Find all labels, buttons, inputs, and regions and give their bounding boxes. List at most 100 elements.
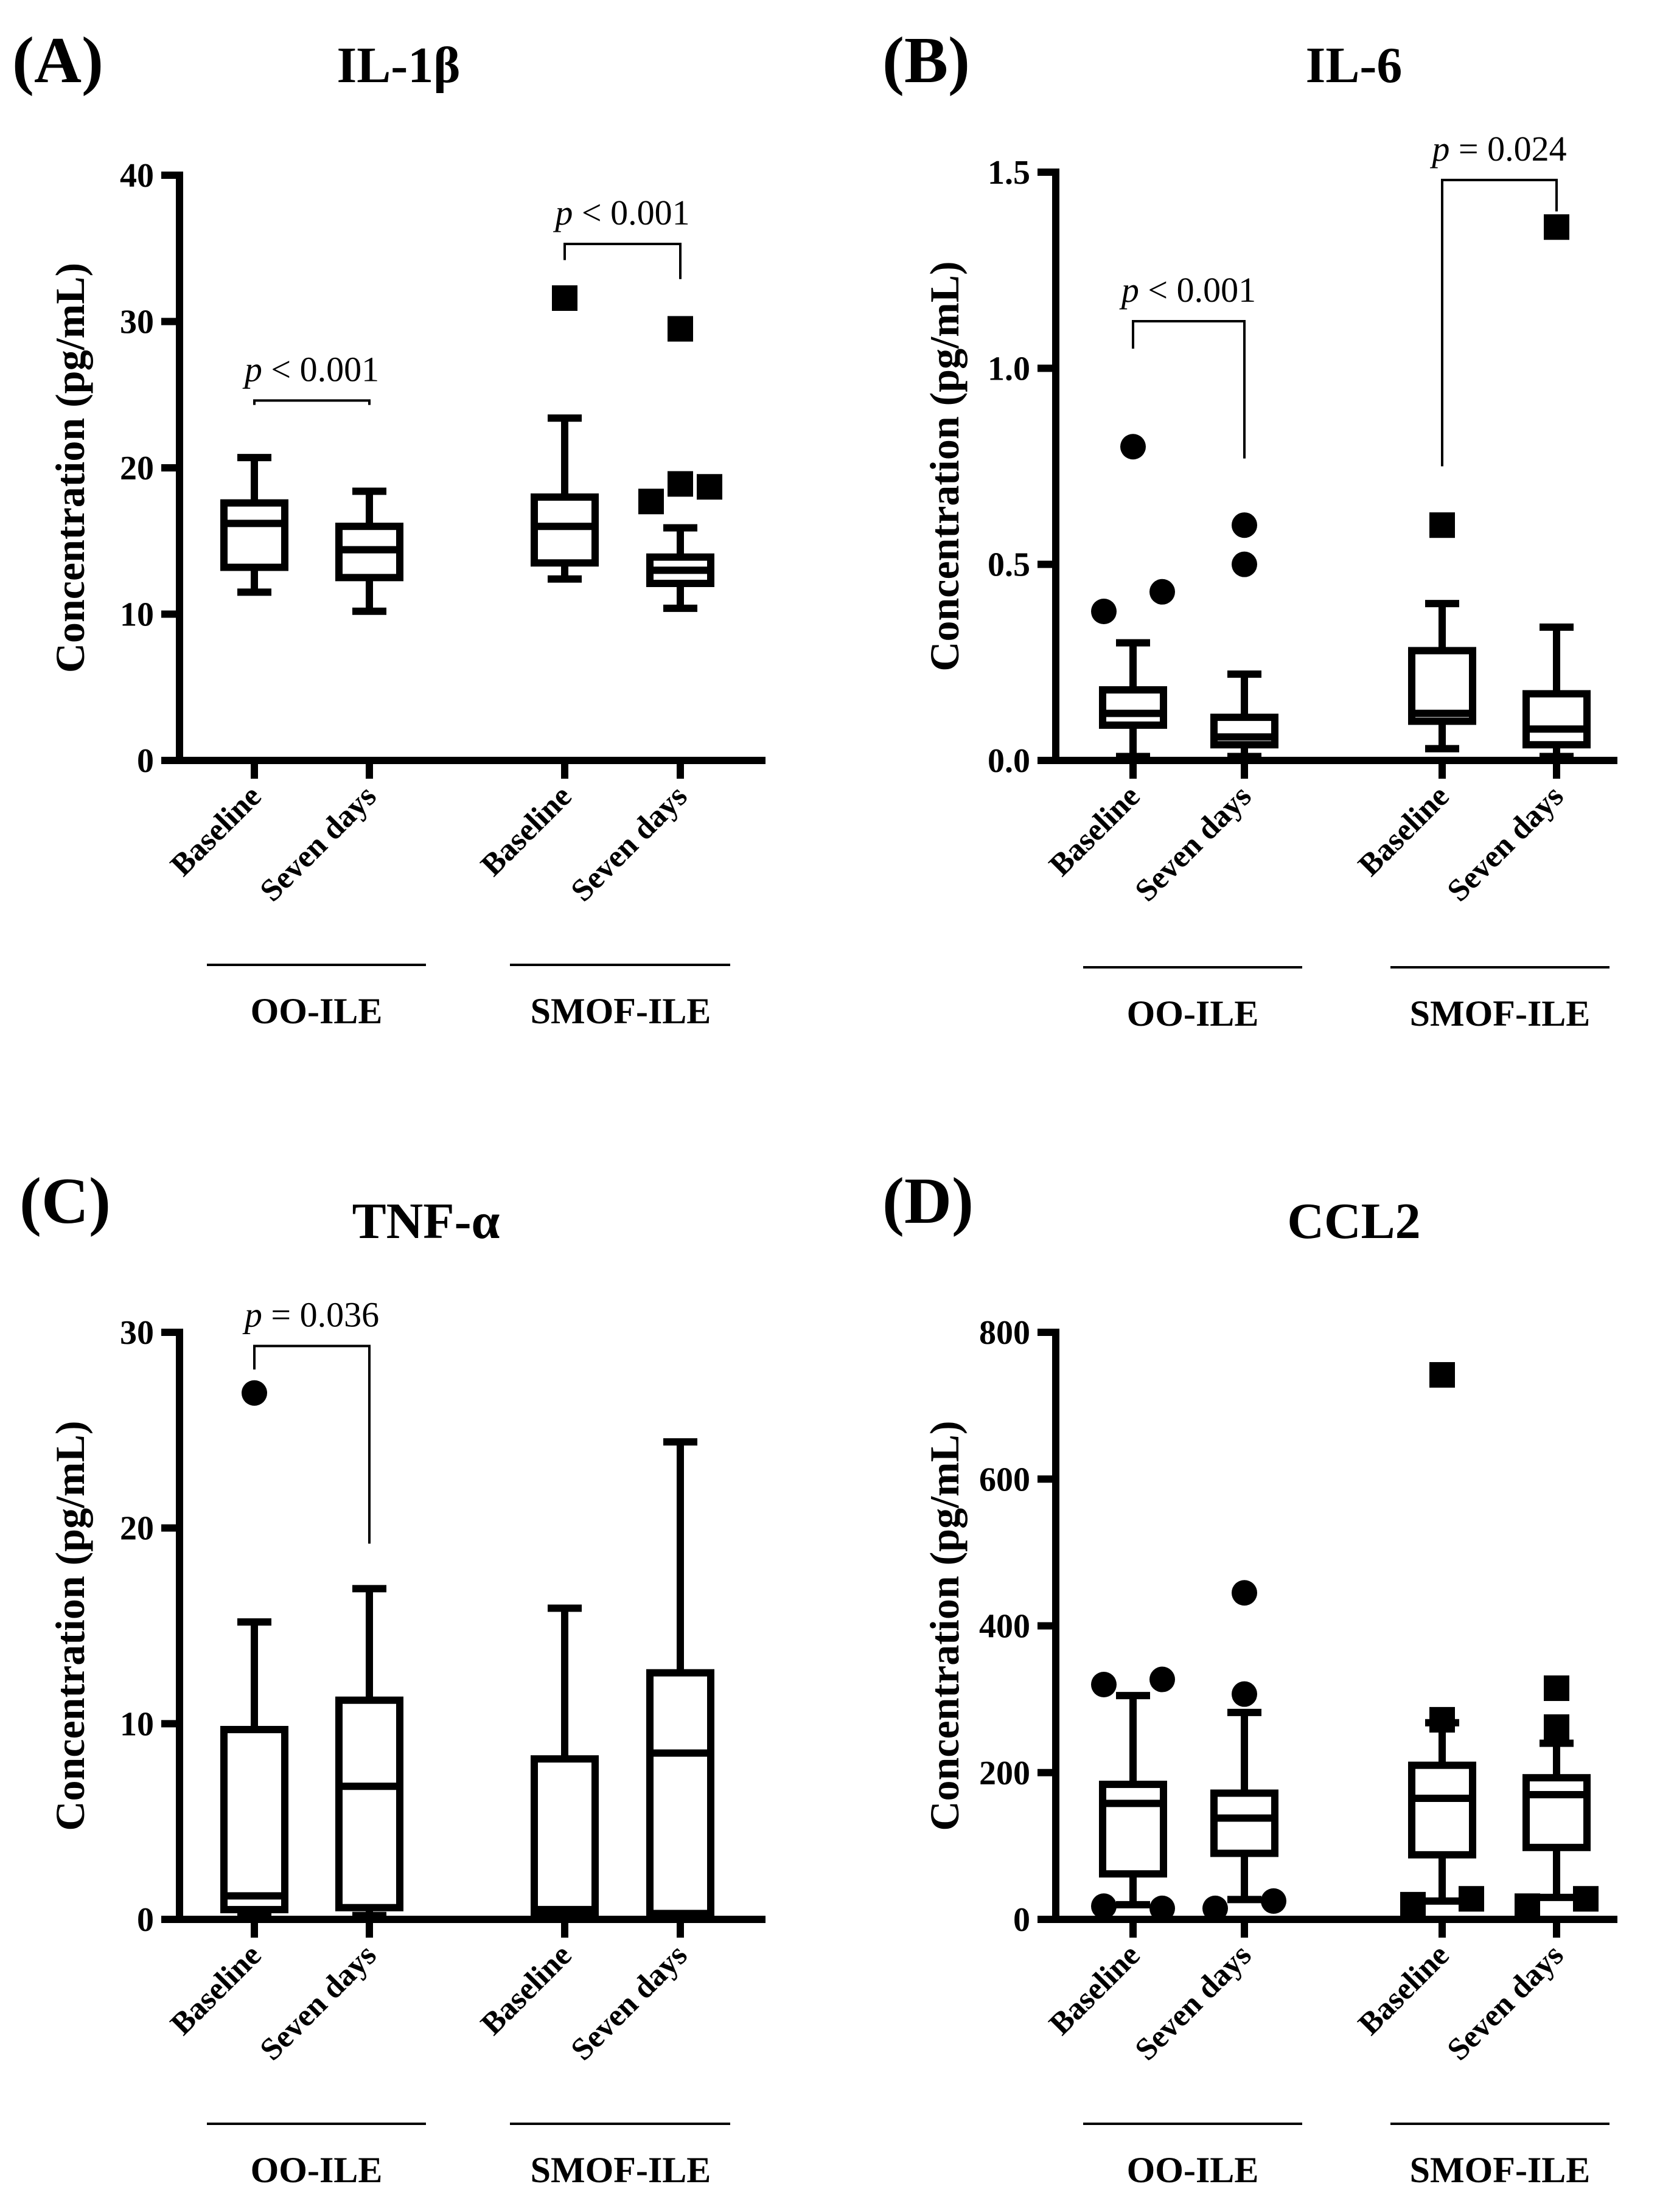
significance-bracket: p = 0.036 <box>242 1295 379 1544</box>
outlier-point <box>1202 1895 1228 1921</box>
group-label: OO-ILE <box>251 991 383 1031</box>
box-1 <box>335 487 403 615</box>
significance-bracket: p < 0.001 <box>553 193 690 279</box>
group-label: OO-ILE <box>1127 993 1259 1034</box>
p-symbol: p <box>553 193 573 232</box>
y-tick-label: 20 <box>120 450 154 487</box>
box-0 <box>1091 434 1175 760</box>
outlier-point <box>1544 1714 1569 1740</box>
y-tick-label: 200 <box>979 1755 1030 1792</box>
outlier-point <box>242 1380 267 1406</box>
box-3 <box>646 1438 714 1919</box>
x-tick-label: Seven days <box>1129 779 1258 908</box>
y-tick-label: 600 <box>979 1461 1030 1498</box>
outlier-point <box>1232 551 1257 577</box>
outlier-point <box>552 285 577 311</box>
box-2 <box>531 285 599 583</box>
y-tick-label: 30 <box>120 1314 154 1352</box>
box-3 <box>1522 214 1591 760</box>
p-symbol: p <box>1119 270 1139 310</box>
x-tick-label: Seven days <box>565 1938 694 2067</box>
p-value-label: p < 0.001 <box>242 349 379 389</box>
group-label: OO-ILE <box>1127 2150 1259 2190</box>
panel-d: (D) CCL2 Concentration (pg/mL) 0 200 400 600 80… <box>882 1165 1617 2190</box>
box-body <box>335 1696 403 1911</box>
box-1 <box>335 1585 403 1919</box>
x-tick-label: Baseline <box>474 1938 578 2042</box>
box-1 <box>1210 512 1278 760</box>
outlier-point <box>1091 1893 1117 1919</box>
box-body <box>646 1669 714 1918</box>
y-axis-label: Concentration (pg/mL) <box>921 261 968 671</box>
box-0 <box>1091 1666 1175 1921</box>
outlier-point <box>1261 1888 1286 1914</box>
p-value-text: < 0.001 <box>573 193 689 232</box>
bracket-line <box>253 399 371 405</box>
x-tick-label: Baseline <box>164 779 268 883</box>
box-body <box>220 499 288 571</box>
box-3 <box>638 316 722 612</box>
y-tick-label: 800 <box>979 1314 1030 1352</box>
x-tick-label: Baseline <box>1042 779 1146 883</box>
box-body <box>220 1725 288 1913</box>
box-body <box>1408 647 1476 725</box>
y-tick-label: 30 <box>120 304 154 341</box>
y-tick-label: 0.0 <box>988 742 1030 780</box>
box-body <box>531 493 599 567</box>
bracket-line <box>1441 178 1558 467</box>
box-2 <box>1400 1362 1484 1918</box>
significance-bracket: p < 0.001 <box>1119 270 1256 459</box>
p-value-label: p = 0.036 <box>242 1295 379 1335</box>
x-tick-label: Seven days <box>565 779 694 908</box>
outlier-point <box>1400 1891 1426 1918</box>
group-label: OO-ILE <box>251 2150 383 2190</box>
outlier-point <box>1232 512 1257 538</box>
panel-title: CCL2 <box>1287 1193 1420 1250</box>
box-body <box>1522 690 1591 749</box>
box-3 <box>1515 1675 1599 1919</box>
y-tick-label: 10 <box>120 1705 154 1743</box>
p-value-text: = 0.036 <box>262 1295 379 1335</box>
y-axis-label: Concentration (pg/mL) <box>47 263 93 673</box>
outlier-point <box>1149 1666 1175 1692</box>
x-tick-label: Baseline <box>1351 1938 1456 2042</box>
y-tick-label: 20 <box>120 1510 154 1548</box>
x-tick-label: Baseline <box>1042 1938 1146 2042</box>
y-tick-label: 0 <box>1013 1901 1030 1939</box>
panel-letter: (C) <box>19 1165 111 1237</box>
p-symbol: p <box>242 1295 262 1335</box>
y-tick-label: 0 <box>137 1901 154 1939</box>
y-tick-label: 10 <box>120 596 154 634</box>
group-label: SMOF-ILE <box>1410 2150 1591 2190</box>
outlier-point <box>1149 579 1175 605</box>
panel-c: (C) TNF-α Concentration (pg/mL) 0 10 20 30 Base… <box>19 1165 766 2190</box>
box-2 <box>531 1604 599 1919</box>
y-tick-label: 400 <box>979 1608 1030 1646</box>
bracket-line <box>1132 319 1246 459</box>
p-value-label: p < 0.001 <box>1119 270 1256 310</box>
panel-letter: (A) <box>12 24 103 97</box>
outlier-point <box>1573 1886 1599 1912</box>
x-tick-label: Baseline <box>474 779 578 883</box>
group-label: SMOF-ILE <box>531 991 711 1031</box>
x-tick-label: Seven days <box>254 779 383 908</box>
panel-letter: (D) <box>882 1165 974 1237</box>
p-value-label: p < 0.001 <box>553 193 689 232</box>
outlier-point <box>1120 434 1146 460</box>
outlier-point <box>1091 1672 1117 1697</box>
outlier-point <box>1515 1893 1540 1919</box>
outlier-point <box>1459 1886 1484 1912</box>
outlier-point <box>668 471 693 497</box>
box-body <box>1210 1789 1278 1857</box>
outlier-point <box>697 474 722 500</box>
panel-title: TNF-α <box>352 1193 500 1250</box>
box-0 <box>220 1380 288 1919</box>
box-body <box>1408 1761 1476 1859</box>
panel-b: (B) IL-6 Concentration (pg/mL) 0.0 0.5 1.0 1.5… <box>882 24 1617 1034</box>
y-tick-label: 40 <box>120 157 154 195</box>
significance-bracket: p = 0.024 <box>1429 129 1567 467</box>
outlier-point <box>1429 512 1455 538</box>
box-body <box>531 1755 599 1918</box>
box-2 <box>1408 512 1476 753</box>
